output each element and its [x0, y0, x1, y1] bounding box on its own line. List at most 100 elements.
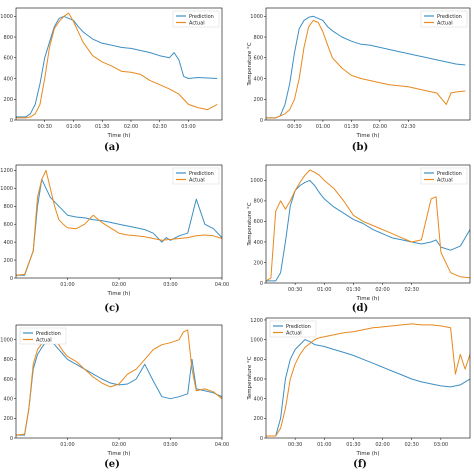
- y-tick-label: 600: [3, 377, 13, 383]
- legend-label-prediction: Prediction: [437, 14, 462, 20]
- y-tick-label: 800: [3, 35, 13, 41]
- plot-frame: [15, 7, 223, 121]
- x-tick-label: 00:30: [287, 124, 301, 130]
- y-tick-label: 400: [253, 76, 263, 82]
- y-tick-label: 200: [3, 416, 13, 422]
- legend-label-prediction: Prediction: [36, 331, 61, 337]
- series-line-actual: [16, 329, 222, 436]
- y-tick-label: 0: [10, 118, 13, 124]
- y-tick-label: 0: [10, 436, 13, 442]
- legend-label-actual: Actual: [437, 177, 453, 183]
- chart-panel-2: 00:30 01:00 01:30 02:00 02:30 0 200 400 600 800 10…: [247, 7, 471, 153]
- y-tick-label: 600: [253, 56, 263, 62]
- plot-frame: [265, 317, 471, 439]
- x-axis-label: Time (h): [107, 291, 131, 297]
- x-tick-label: 03:00: [434, 442, 448, 448]
- y-tick-label: 800: [3, 357, 13, 363]
- y-tick-label: 400: [3, 396, 13, 402]
- series-line-actual: [266, 19, 466, 119]
- legend-label-prediction: Prediction: [286, 324, 311, 330]
- y-tick-label: 600: [3, 222, 13, 228]
- x-tick-label: 02:00: [375, 442, 389, 448]
- x-tick-label: 02:00: [124, 124, 138, 130]
- x-tick-label: 01:00: [60, 442, 74, 448]
- panel-label: (f): [353, 459, 367, 470]
- y-tick-label: 400: [253, 240, 263, 246]
- panel-label: (e): [104, 459, 120, 470]
- legend-label-actual: Actual: [36, 337, 52, 343]
- panel-label: (b): [352, 142, 368, 153]
- y-tick-label: 200: [253, 260, 263, 266]
- x-tick-label: 00:30: [38, 124, 52, 130]
- y-tick-label: 600: [253, 219, 263, 225]
- x-tick-label: 00:30: [288, 287, 302, 293]
- y-tick-label: 200: [253, 416, 263, 422]
- x-tick-label: 01:30: [346, 442, 360, 448]
- chart-panel-5: 01:00 02:00 03:00 04:00 0 200 400 600 800 1000 Tim…: [0, 324, 229, 470]
- chart-panel-4: 00:30 01:00 01:30 02:00 02:30 0 200 400 600 800 10…: [247, 164, 471, 314]
- y-tick-label: 0: [260, 118, 263, 124]
- y-tick-label: 800: [253, 357, 263, 363]
- y-tick-label: 1000: [250, 178, 263, 184]
- series-line-prediction: [266, 339, 470, 437]
- legend-label-prediction: Prediction: [189, 171, 214, 177]
- chart-panel-6: 00:30 01:00 01:30 02:00 02:30 03:00 0 200 400 600…: [247, 317, 471, 470]
- panel-label: (d): [352, 303, 368, 314]
- x-tick-label: 02:30: [153, 124, 167, 130]
- x-axis-label: Time (h): [107, 133, 131, 139]
- x-axis-label: Time (h): [356, 451, 380, 457]
- x-tick-label: 01:00: [60, 282, 74, 288]
- x-axis-label: Time (h): [356, 296, 380, 302]
- panel-label: (c): [104, 303, 120, 314]
- series-line-actual: [16, 169, 222, 276]
- x-tick-label: 01:00: [66, 124, 80, 130]
- y-tick-label: 600: [253, 377, 263, 383]
- x-tick-label: 02:00: [375, 287, 389, 293]
- x-tick-label: 04:00: [215, 282, 229, 288]
- y-tick-label: 1000: [0, 14, 13, 20]
- x-axis-label: Time (h): [107, 451, 131, 457]
- x-axis-label: Time (h): [356, 133, 380, 139]
- plot-frame: [265, 7, 471, 121]
- legend-label-prediction: Prediction: [189, 14, 214, 20]
- plot-frame: [265, 164, 471, 284]
- series-line-actual: [266, 169, 470, 282]
- series-line-prediction: [266, 179, 470, 282]
- chart-panel-3: 01:00 02:00 03:00 04:00 0 200 400 600 800 1000 120…: [0, 164, 229, 314]
- x-tick-label: 02:00: [112, 442, 126, 448]
- series-line-prediction: [16, 15, 218, 118]
- y-tick-label: 1000: [0, 186, 13, 192]
- x-tick-label: 01:00: [317, 287, 331, 293]
- series-line-prediction: [16, 339, 222, 436]
- y-tick-label: 200: [3, 97, 13, 103]
- y-tick-label: 0: [260, 436, 263, 442]
- y-tick-label: 1000: [0, 338, 13, 344]
- y-tick-label: 400: [253, 396, 263, 402]
- legend-label-actual: Actual: [437, 20, 453, 26]
- legend-label-prediction: Prediction: [437, 171, 462, 177]
- panel-label: (a): [104, 142, 120, 153]
- x-tick-label: 01:00: [316, 124, 330, 130]
- legend-label-actual: Actual: [286, 330, 302, 336]
- x-tick-label: 02:30: [405, 442, 419, 448]
- series-line-actual: [266, 323, 470, 437]
- x-tick-label: 03:00: [181, 124, 195, 130]
- y-tick-label: 800: [253, 35, 263, 41]
- y-axis-label: Temperature °C: [247, 42, 253, 86]
- x-tick-label: 01:30: [346, 287, 360, 293]
- x-tick-label: 02:00: [112, 282, 126, 288]
- y-tick-label: 1000: [250, 337, 263, 343]
- y-axis-label: Temperature °C: [247, 202, 253, 246]
- series-line-prediction: [16, 178, 222, 276]
- y-tick-label: 600: [3, 56, 13, 62]
- x-tick-label: 02:00: [373, 124, 387, 130]
- x-tick-label: 02:30: [401, 124, 415, 130]
- y-axis-label: Temperature °C: [247, 356, 253, 400]
